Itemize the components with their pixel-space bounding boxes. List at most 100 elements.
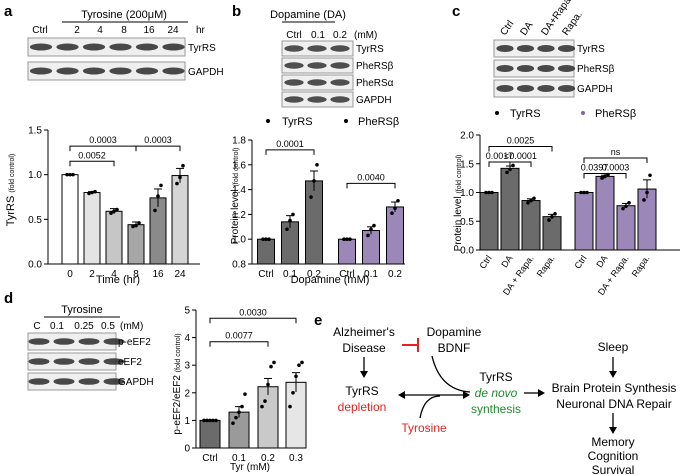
data-point [208,418,212,423]
arrowhead [398,391,405,399]
blot-band [557,85,576,92]
x-tick-label: 0.2 [261,453,275,464]
data-point [526,201,530,205]
data-point [547,218,551,222]
arrowhead [360,371,368,378]
data-point [529,198,533,203]
x-tick-label: Ctrl [258,269,274,280]
panel-b-legend-label: PheRSβ [358,116,399,128]
x-tick-label: 2 [89,269,95,280]
data-point [645,190,649,195]
y-tick-label: 4 [184,333,190,344]
panel-b-legend-label: TyrRS [282,116,313,128]
x-tick-label: 0.1 [232,453,246,464]
panel-a-unit: hr [196,25,206,36]
x-tick-label: Ctrl [202,453,218,464]
data-point [511,163,515,168]
y-tick-label: 1.8 [232,136,246,147]
blot-band [82,67,106,75]
blot-band [162,43,185,51]
blot-band [53,338,75,345]
blot-band [135,43,159,51]
blot-band [516,65,535,72]
data-point [490,190,494,195]
blot-membrane [27,37,186,57]
panel-a-lane-label: 8 [121,25,127,36]
bar [362,230,380,265]
node-cognition: Cognition [588,449,639,463]
bar [386,206,404,265]
blot-band [496,85,514,92]
blot-band [109,43,132,51]
panel-a-xlabel: Time (hr) [96,274,140,286]
data-point [624,204,628,209]
data-point [345,237,349,241]
blot-band [53,378,75,385]
y-tick-label: 0.5 [28,215,42,226]
panel-a-blots [27,37,186,81]
data-point [342,237,346,241]
panel-b-lane-label: 0.1 [311,30,325,41]
x-tick-label: 0 [67,269,73,280]
node-alzheimers: Alzheimer's [333,325,395,339]
arrowhead [463,391,470,399]
node-sleep: Sleep [598,340,629,354]
blot-band [28,338,50,345]
data-point [134,223,138,228]
significance-label: 0.0003 [602,163,630,173]
blot-band [537,85,555,92]
bar [305,180,323,265]
node-tyrrs-denovo: TyrRS [479,370,512,384]
significance-label: 0.0030 [239,307,267,317]
panel-b-legend-dot [266,119,270,123]
blot-band [330,79,350,86]
significance-bracket [265,149,315,155]
panel-a-lane-label: 4 [97,25,103,36]
significance-bracket [69,160,115,167]
panel-a-letter: a [4,3,13,20]
panel-b-blot-label: TyrRS [356,44,384,55]
data-point [178,175,182,180]
y-tick-label: 1.5 [28,126,42,137]
blot-band [557,45,576,52]
panel-c-legend-label: TyrRS [510,108,541,120]
data-point [396,198,400,203]
panel-b-lane-label: 0.2 [333,30,347,41]
node-tyrrs-depletion: TyrRS [345,384,378,398]
significance-bracket [583,157,648,163]
bar [127,224,145,265]
data-point [264,237,268,241]
panel-b-letter: b [232,3,241,20]
blot-band [56,67,79,75]
significance-label: 0.0040 [357,172,385,182]
x-tick-label: 8 [133,269,139,280]
node-brain-protein: Brain Protein Synthesis [552,381,677,395]
blot-band [56,43,79,51]
panel-a-lane-label: 16 [143,25,155,36]
node-neuronal-dna: Neuronal DNA Repair [556,397,671,411]
y-tick-label: 1.6 [232,160,246,171]
node-depletion: depletion [338,400,387,414]
data-point [582,190,586,195]
data-point [285,227,289,232]
blot-band [284,62,304,69]
data-point [237,410,241,414]
panel-b-blot-label: GAPDH [356,95,392,106]
significance-bracket [604,173,627,179]
node-bdnf: BDNF [438,341,471,355]
data-point [366,233,370,238]
data-point [288,218,292,223]
panel-d-blot-label: eEF2 [118,357,142,368]
bar [500,167,520,251]
data-point [211,418,215,423]
data-point [231,421,235,425]
panel-b-blots [281,40,354,108]
data-point [579,190,583,195]
significance-label: 0.0003 [144,135,172,145]
blot-band [103,358,125,365]
panel-d-lane-label: 0.25 [74,321,94,332]
x-tick-label: 0.3 [289,453,303,464]
blot-band [516,85,535,92]
blot-band [330,96,350,103]
